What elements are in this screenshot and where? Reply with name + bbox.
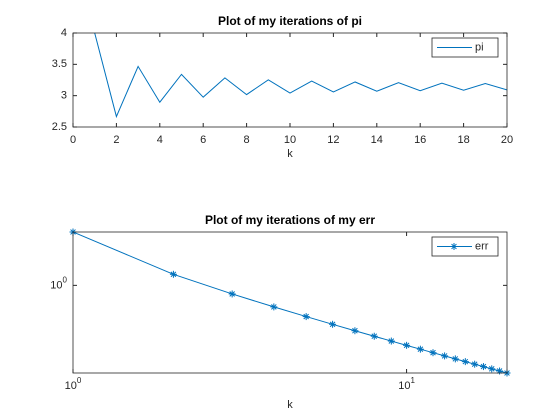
chart-title: Plot of my iterations of pi <box>218 14 362 28</box>
x-tick-label: 6 <box>200 134 206 146</box>
marker-stroke <box>471 361 478 367</box>
data-point <box>228 290 236 298</box>
data-point <box>351 327 359 335</box>
marker-stroke <box>352 327 358 334</box>
marker-stroke <box>417 346 424 352</box>
x-tick-label: 4 <box>157 134 163 146</box>
y-tick-label: 3 <box>61 90 67 102</box>
x-tick-label: 18 <box>457 134 469 146</box>
data-point <box>488 365 496 373</box>
legend-label: pi <box>475 41 484 53</box>
data-point <box>451 355 459 363</box>
data-point <box>471 360 479 368</box>
marker-stroke <box>303 313 309 320</box>
data-point <box>370 332 378 340</box>
data-point <box>429 349 437 357</box>
x-tick-label: 20 <box>501 134 513 146</box>
x-tick-label: 14 <box>371 134 383 146</box>
data-point <box>441 352 449 360</box>
x-axis-label: k <box>287 399 293 411</box>
x-axis-label: k <box>287 148 293 160</box>
marker-stroke <box>170 271 177 278</box>
data-point <box>416 345 424 353</box>
x-tick-label: 101 <box>398 376 415 392</box>
x-tick-label: 0 <box>70 134 76 146</box>
marker-stroke <box>480 363 487 370</box>
legend-label: err <box>475 240 489 252</box>
x-tick-label: 2 <box>113 134 119 146</box>
data-point <box>479 363 487 371</box>
axes-box <box>72 32 508 128</box>
x-tick-label: 100 <box>65 376 82 392</box>
marker-stroke <box>430 349 436 356</box>
data-point <box>270 303 278 311</box>
x-tick-label: 8 <box>244 134 250 146</box>
data-point <box>403 341 411 349</box>
data-point <box>387 337 395 345</box>
marker-stroke <box>403 342 410 349</box>
y-tick-label: 3.5 <box>52 58 67 70</box>
chart-title: Plot of my iterations of my err <box>205 213 375 227</box>
y-tick-label: 2.5 <box>52 121 67 133</box>
x-tick-label: 16 <box>414 134 426 146</box>
marker-stroke <box>388 338 395 344</box>
data-point <box>329 320 337 328</box>
data-point <box>169 270 177 278</box>
marker-stroke <box>488 366 495 372</box>
marker-stroke <box>271 304 277 310</box>
marker-stroke <box>452 356 459 362</box>
x-tick-label: 12 <box>327 134 339 146</box>
marker-stroke <box>229 291 235 297</box>
legend-marker <box>450 243 458 250</box>
data-point <box>302 313 310 321</box>
series-line <box>94 33 507 119</box>
marker-stroke <box>462 358 469 365</box>
y-tick-label: 4 <box>61 27 67 39</box>
axes-box <box>72 231 508 374</box>
marker-stroke <box>451 243 457 250</box>
data-point <box>461 358 469 366</box>
marker-stroke <box>371 333 378 340</box>
marker-stroke <box>329 321 336 328</box>
marker-stroke <box>441 353 448 359</box>
x-tick-label: 10 <box>284 134 296 146</box>
y-tick-label: 100 <box>50 275 67 291</box>
